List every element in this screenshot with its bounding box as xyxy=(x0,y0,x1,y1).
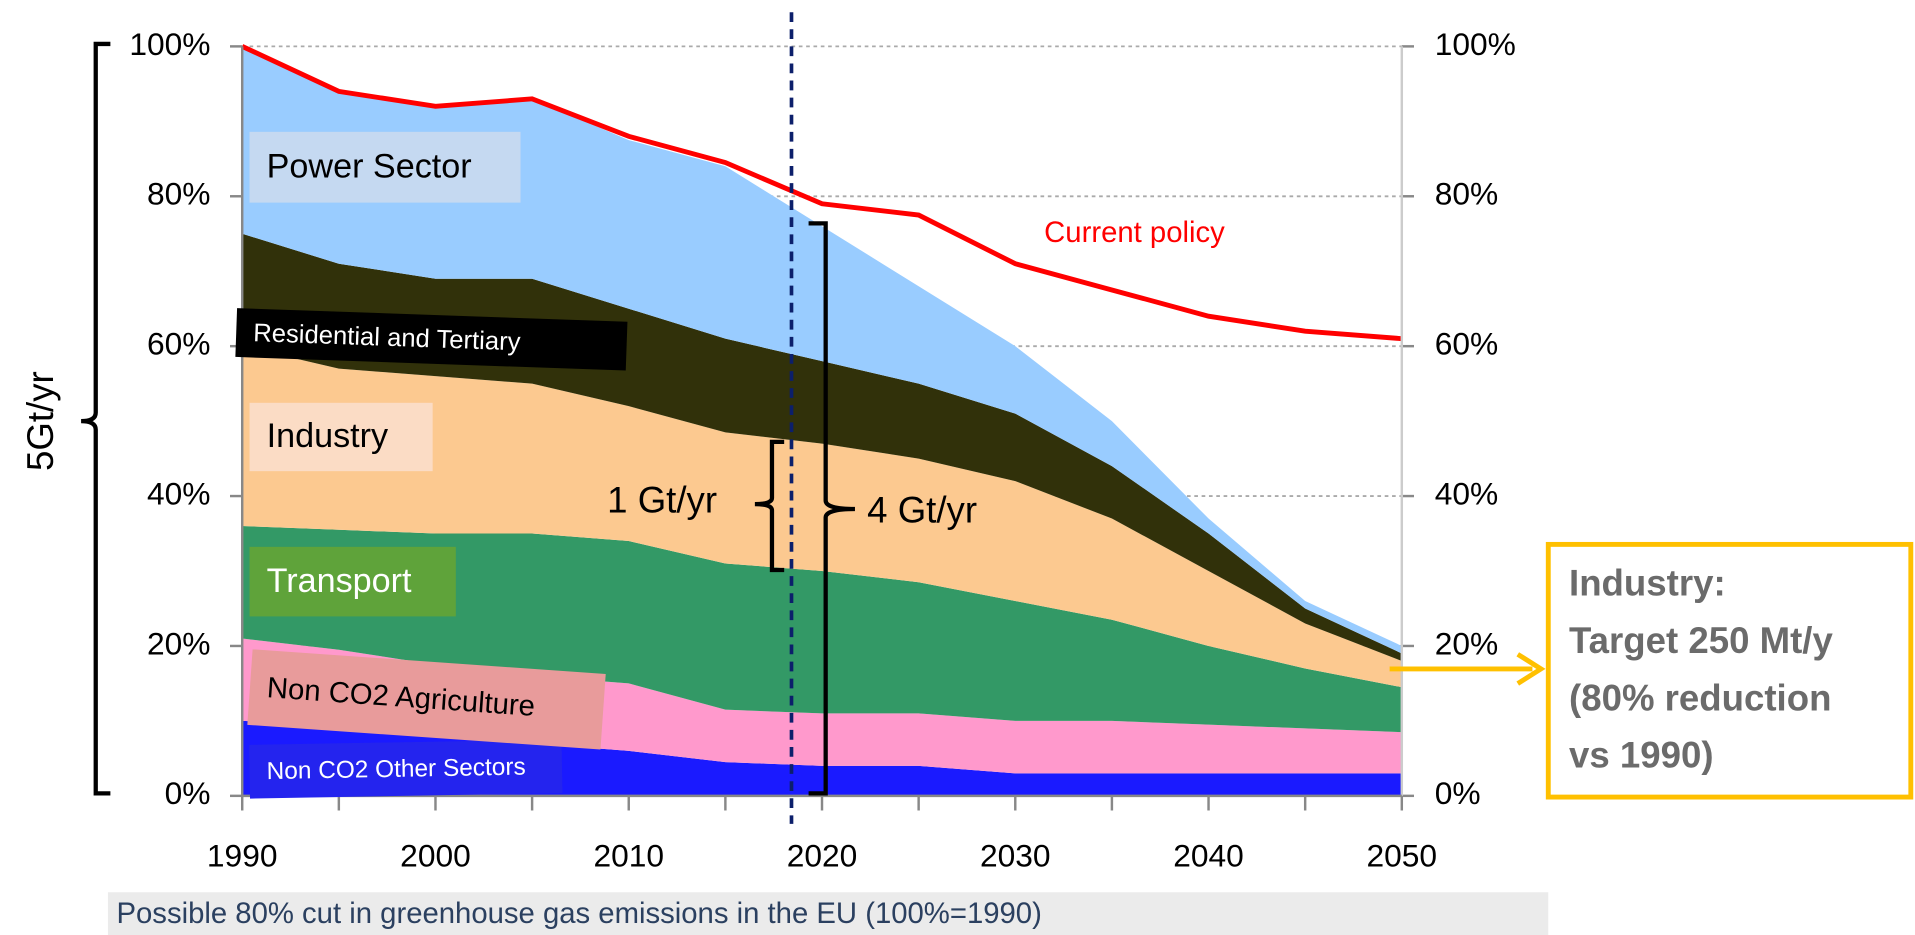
y2-tick-label: 40% xyxy=(1435,475,1498,511)
target-line: Target 250 Mt/y xyxy=(1569,620,1833,661)
line-label: Current policy xyxy=(1044,216,1225,249)
brace xyxy=(808,221,855,796)
annotation: 4 Gt/yr xyxy=(867,489,977,530)
caption-bg xyxy=(107,892,1549,935)
brace xyxy=(81,41,111,796)
series-label: Industry xyxy=(249,402,433,472)
y-tick-label: 40% xyxy=(147,475,210,511)
label-box xyxy=(249,739,563,799)
x-tick-label: 2010 xyxy=(593,837,664,873)
y-tick-label: 20% xyxy=(147,625,210,661)
y-tick-label: 100% xyxy=(129,26,210,62)
x-tick-label: 2020 xyxy=(787,837,858,873)
area xyxy=(242,46,1402,654)
label-box xyxy=(249,402,433,472)
series-label: Residential and Tertiary xyxy=(235,308,628,371)
y2-tick-label: 20% xyxy=(1435,625,1498,661)
label-box xyxy=(249,131,521,203)
label-box xyxy=(249,546,456,617)
target-line: (80% reduction xyxy=(1569,677,1831,718)
target-box xyxy=(1545,541,1914,800)
legend-label: Transport xyxy=(267,562,412,600)
target-line: vs 1990) xyxy=(1569,735,1714,776)
x-tick-label: 2050 xyxy=(1367,837,1438,873)
annotation: 5Gt/yr xyxy=(20,371,61,471)
y2-tick-label: 0% xyxy=(1435,775,1481,811)
series-label: Transport xyxy=(249,546,456,617)
legend-label: Power Sector xyxy=(267,147,472,185)
label-box xyxy=(235,308,628,371)
series-label: Non CO2 Other Sectors xyxy=(249,739,563,799)
overlay: Current policy Non CO2 Other Sectors Non C… xyxy=(230,44,1415,811)
series-label: Non CO2 Agriculture xyxy=(247,649,606,750)
legend-label: Non CO2 Other Sectors xyxy=(266,754,526,786)
area xyxy=(242,346,1402,688)
legend-label: Industry xyxy=(267,417,389,455)
line xyxy=(241,44,1402,342)
annotation: 1 Gt/yr xyxy=(607,480,717,521)
series-label: Power Sector xyxy=(249,131,521,203)
target-text: Industry: Target 250 Mt/y (80% reduction vs… xyxy=(1569,563,1833,776)
target-line: Industry: xyxy=(1569,563,1726,604)
y2-tick-label: 60% xyxy=(1435,326,1498,362)
x-tick-label: 2000 xyxy=(400,837,471,873)
arrow-head xyxy=(1516,652,1546,686)
x-tick-label: 2030 xyxy=(980,837,1051,873)
caption: Possible 80% cut in greenhouse gas emiss… xyxy=(116,897,1041,930)
x-tick-label: 1990 xyxy=(207,837,278,873)
y-tick-label: 0% xyxy=(165,775,211,811)
area xyxy=(242,526,1402,733)
y2-tick-label: 100% xyxy=(1435,26,1516,62)
brace xyxy=(754,439,785,573)
y-tick-label: 80% xyxy=(147,176,210,212)
y-tick-label: 60% xyxy=(147,326,210,362)
label-box xyxy=(247,649,606,750)
x-tick-label: 2040 xyxy=(1173,837,1244,873)
y2-tick-label: 80% xyxy=(1435,176,1498,212)
